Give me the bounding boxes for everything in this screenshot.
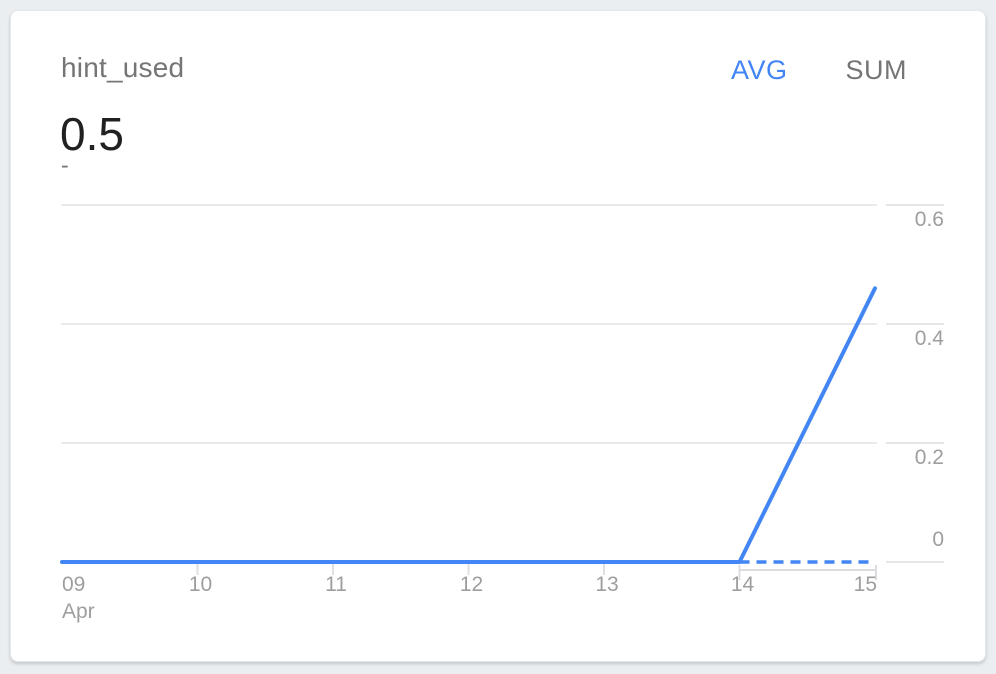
sum-toggle-button[interactable]: SUM	[845, 55, 907, 85]
metric-value: 0.5	[60, 108, 124, 160]
metric-delta-placeholder: -	[61, 152, 69, 178]
aggregation-toggle: AVG SUM	[731, 56, 907, 84]
metric-card: hint_used 0.5 - AVG SUM	[10, 10, 986, 662]
metric-title: hint_used	[61, 52, 185, 83]
avg-toggle-button[interactable]: AVG	[730, 55, 788, 85]
series-line	[60, 286, 877, 564]
